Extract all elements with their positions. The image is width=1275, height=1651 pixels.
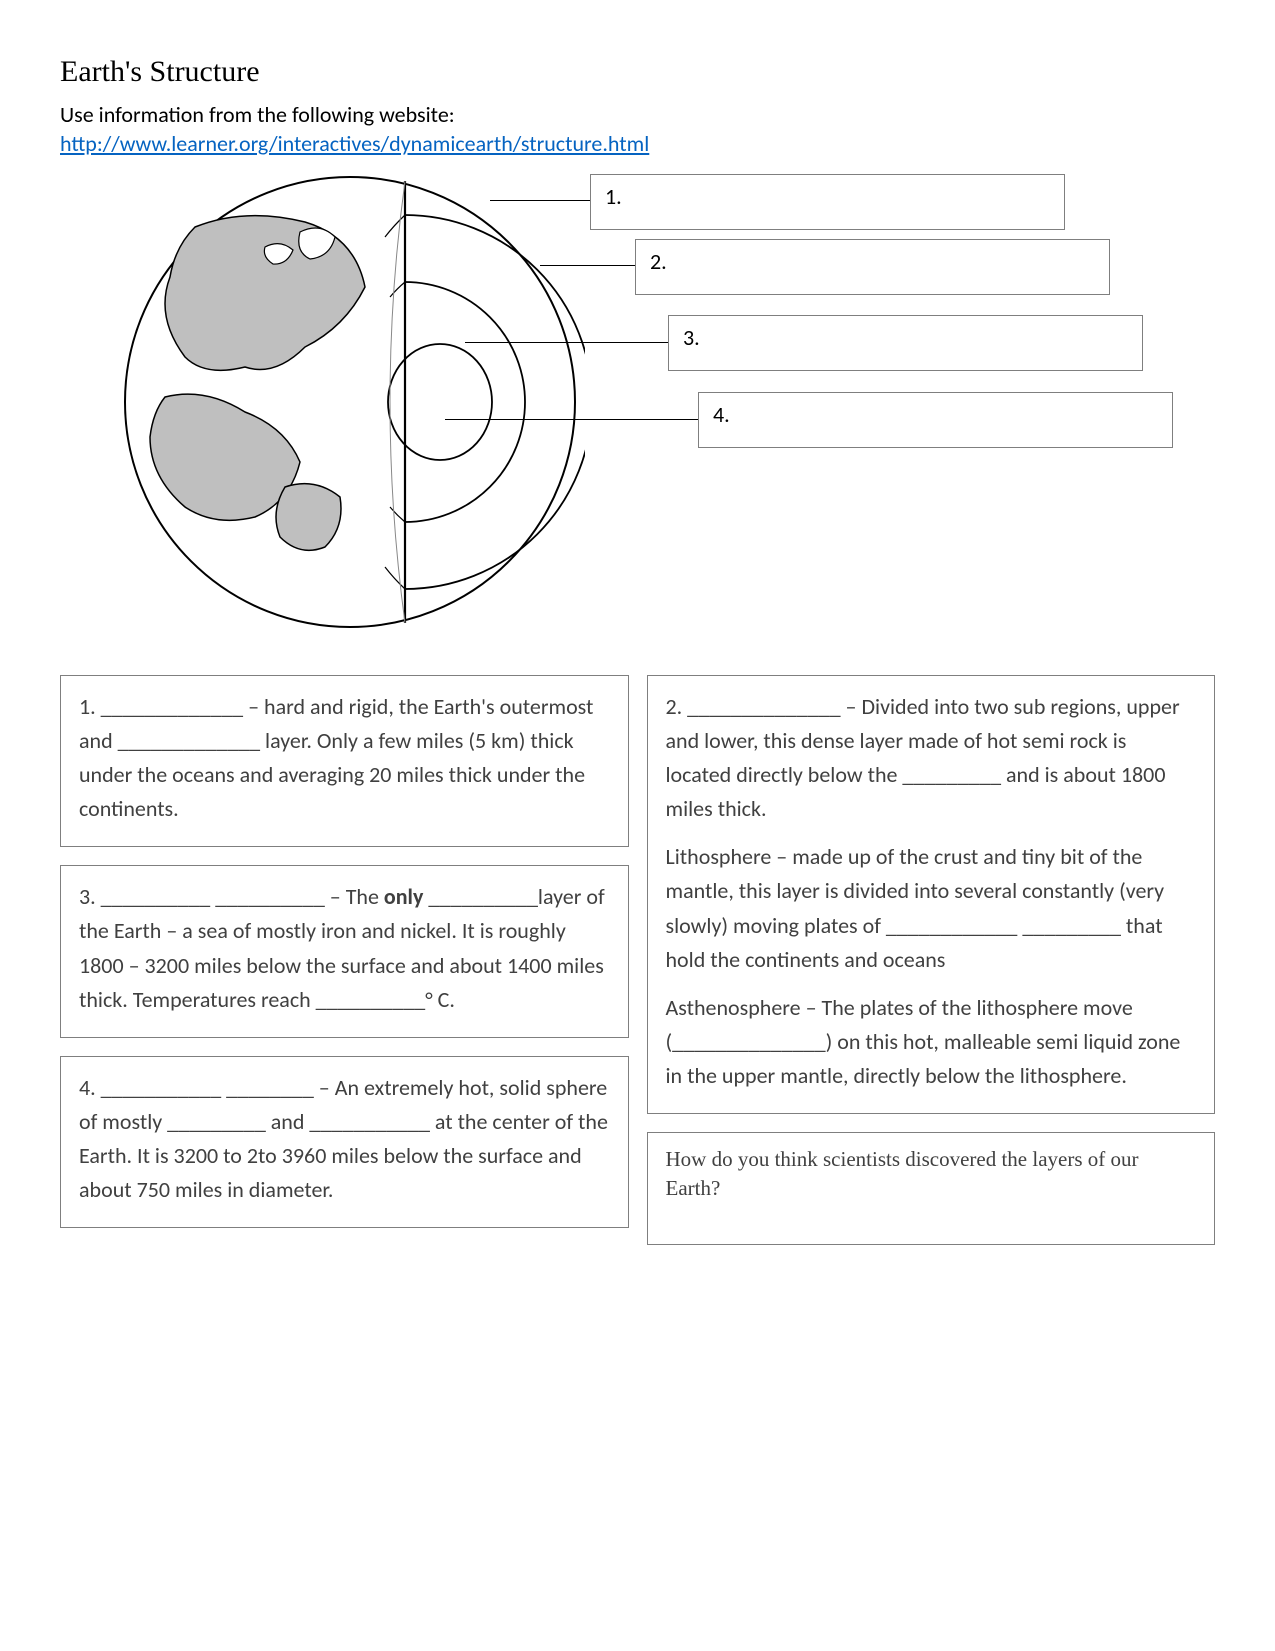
left-column: 1. _____________ – hard and rigid, the E… [60,675,629,1245]
leader-line-4 [445,419,698,420]
leader-line-1 [490,200,590,201]
earth-globe-svg [115,167,585,647]
leader-line-3 [465,342,668,343]
definition-box-4: 4. ___________ ________ – An extremely h… [60,1056,629,1228]
diagram-label-2: 2. [635,239,1110,295]
definition-3-text: 3. __________ __________ – The only ____… [79,880,610,1016]
leader-line-2 [540,265,635,266]
definition-box-1: 1. _____________ – hard and rigid, the E… [60,675,629,847]
diagram-label-4: 4. [698,392,1173,448]
right-column: 2. ______________ – Divided into two sub… [647,675,1216,1245]
definition-2-p2: Lithosphere – made up of the crust and t… [666,840,1197,976]
source-link[interactable]: http://www.learner.org/interactives/dyna… [60,130,649,157]
definition-box-2: 2. ______________ – Divided into two sub… [647,675,1216,1114]
question-box: How do you think scientists discovered t… [647,1132,1216,1245]
definition-2-p3: Asthenosphere – The plates of the lithos… [666,991,1197,1093]
subtitle-text: Use information from the following websi… [60,101,1215,128]
definition-1-text: 1. _____________ – hard and rigid, the E… [79,690,610,826]
earth-diagram: 1. 2. 3. 4. [60,167,1215,667]
diagram-label-3: 3. [668,315,1143,371]
content-columns: 1. _____________ – hard and rigid, the E… [60,675,1215,1245]
page-title: Earth's Structure [60,55,1215,89]
definition-4-text: 4. ___________ ________ – An extremely h… [79,1071,610,1207]
definition-2-p1: 2. ______________ – Divided into two sub… [666,690,1197,826]
definition-box-3: 3. __________ __________ – The only ____… [60,865,629,1037]
question-text: How do you think scientists discovered t… [666,1147,1139,1200]
diagram-label-1: 1. [590,174,1065,230]
